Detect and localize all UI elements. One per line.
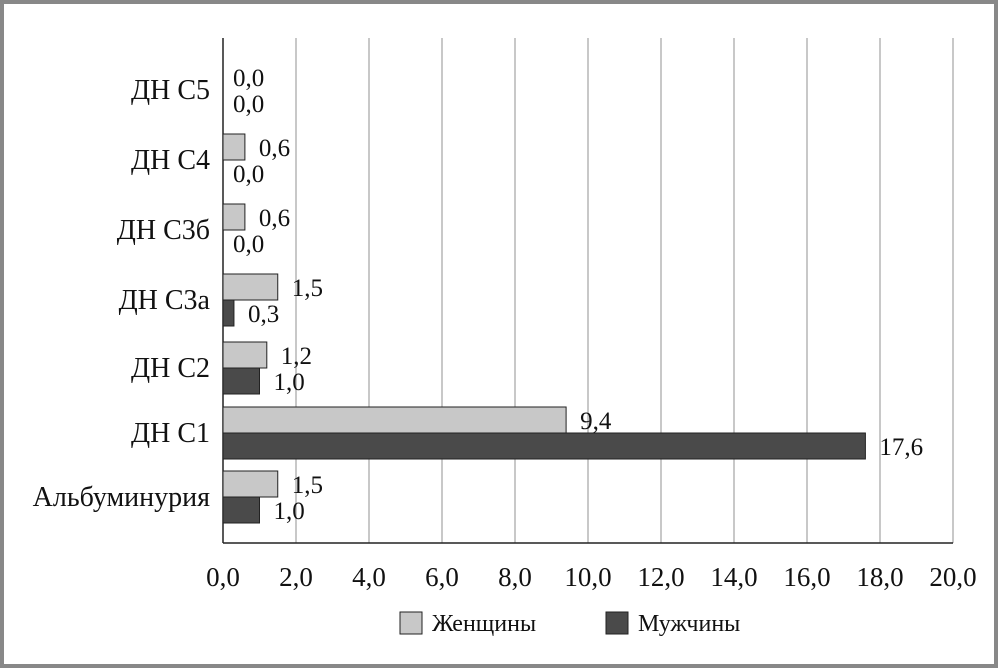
data-label: 0,0 (233, 231, 264, 258)
data-label: 0,0 (233, 91, 264, 118)
x-tick-label: 12,0 (637, 562, 684, 592)
x-tick-label: 16,0 (783, 562, 830, 592)
x-tick-label: 14,0 (710, 562, 757, 592)
x-tick-label: 2,0 (279, 562, 313, 592)
x-tick-label: 8,0 (498, 562, 532, 592)
data-label: 1,0 (274, 498, 305, 525)
category-label: ДН С4 (131, 145, 210, 176)
category-label: ДН С1 (131, 418, 210, 449)
category-label: ДН С3б (117, 215, 210, 246)
data-label: 1,5 (292, 275, 323, 302)
x-tick-label: 10,0 (564, 562, 611, 592)
category-label: ДН С2 (131, 353, 210, 384)
data-label: 0,3 (248, 301, 279, 328)
bar-women (222, 273, 279, 301)
bar-men (222, 496, 260, 524)
legend-label: Мужчины (638, 611, 740, 637)
bar-women (222, 133, 246, 161)
data-label: 0,6 (259, 205, 290, 232)
bar-men (222, 367, 260, 395)
data-label: 0,0 (233, 65, 264, 92)
data-label: 1,5 (292, 472, 323, 499)
data-label: 1,0 (274, 369, 305, 396)
legend-swatch (605, 611, 629, 635)
bar-women (222, 470, 279, 498)
x-tick-label: 20,0 (929, 562, 976, 592)
bar-men (222, 299, 235, 327)
x-tick-label: 4,0 (352, 562, 386, 592)
category-label: Альбуминурия (33, 482, 210, 513)
data-label: 1,2 (281, 343, 312, 370)
data-label: 9,4 (580, 408, 612, 435)
bar-men (222, 432, 866, 460)
data-label: 17,6 (879, 434, 923, 461)
legend-swatch (399, 611, 423, 635)
bar-women (222, 341, 268, 369)
data-label: 0,6 (259, 135, 290, 162)
data-label: 0,0 (233, 161, 264, 188)
x-tick-label: 6,0 (425, 562, 459, 592)
legend-label: Женщины (432, 611, 536, 637)
category-label: ДН С3а (119, 285, 211, 316)
x-tick-label: 18,0 (856, 562, 903, 592)
category-label: ДН С5 (131, 75, 210, 106)
bar-women (222, 203, 246, 231)
x-tick-label: 0,0 (206, 562, 240, 592)
bar-women (222, 406, 567, 434)
